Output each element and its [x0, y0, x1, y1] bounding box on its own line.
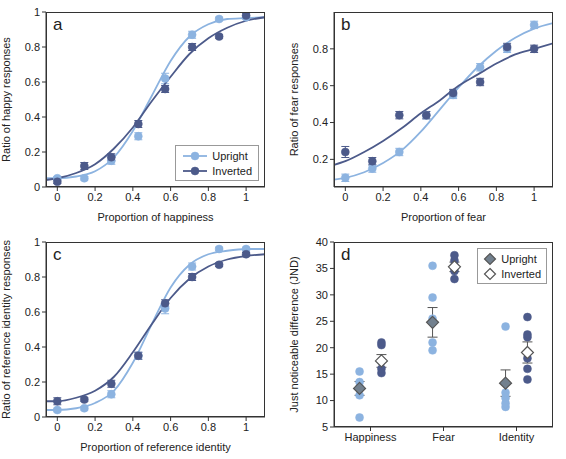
svg-text:1: 1: [531, 191, 537, 203]
svg-text:1: 1: [243, 191, 249, 203]
svg-text:0: 0: [34, 181, 40, 193]
svg-text:0: 0: [54, 191, 60, 203]
svg-text:10: 10: [316, 394, 328, 406]
svg-text:0.2: 0.2: [375, 191, 390, 203]
svg-text:1: 1: [243, 421, 249, 433]
svg-text:0.2: 0.2: [25, 376, 40, 388]
svg-text:0.4: 0.4: [25, 341, 40, 353]
svg-text:1: 1: [34, 236, 40, 248]
svg-text:0.8: 0.8: [25, 271, 40, 283]
html-text:d: d: [341, 245, 351, 264]
svg-text:0.4: 0.4: [125, 421, 140, 433]
html-text:Inverted: Inverted: [212, 164, 252, 177]
svg-text:Ratio of happy responses: Ratio of happy responses: [8, 37, 12, 162]
html-text:Upright: Upright: [501, 252, 537, 265]
svg-text:0.2: 0.2: [87, 421, 102, 433]
svg-text:35: 35: [316, 262, 328, 274]
svg-text:1: 1: [34, 6, 40, 18]
svg-text:20: 20: [316, 342, 328, 354]
svg-text:0.2: 0.2: [313, 153, 328, 165]
svg-text:25: 25: [316, 315, 328, 327]
svg-text:Just noticeable difference (JN: Just noticeable difference (JND): [288, 256, 300, 412]
svg-text:0: 0: [342, 191, 348, 203]
svg-text:0: 0: [34, 411, 40, 423]
svg-text:0.6: 0.6: [25, 76, 40, 88]
svg-text:40: 40: [316, 236, 328, 248]
svg-text:0.4: 0.4: [313, 116, 328, 128]
svg-text:0.6: 0.6: [25, 306, 40, 318]
svg-text:Ratio of fear responses: Ratio of fear responses: [288, 42, 300, 156]
svg-text:Proportion of fear: Proportion of fear: [401, 211, 486, 223]
svg-text:15: 15: [316, 368, 328, 380]
svg-text:0.4: 0.4: [25, 111, 40, 123]
svg-text:0.4: 0.4: [413, 191, 428, 203]
svg-text:0.6: 0.6: [163, 191, 178, 203]
svg-text:Fear: Fear: [432, 431, 455, 443]
svg-text:5: 5: [322, 421, 328, 433]
svg-text:0.8: 0.8: [25, 41, 40, 53]
svg-text:0.8: 0.8: [201, 191, 216, 203]
svg-text:Proportion of happiness: Proportion of happiness: [97, 211, 214, 223]
html-text:b: b: [341, 15, 351, 34]
svg-text:Identity: Identity: [499, 431, 535, 443]
html-text:a: a: [53, 15, 63, 34]
svg-text:0.8: 0.8: [313, 43, 328, 55]
svg-text:Ratio of reference identity re: Ratio of reference identity responses: [8, 239, 12, 419]
svg-text:0.8: 0.8: [201, 421, 216, 433]
svg-text:0.6: 0.6: [451, 191, 466, 203]
svg-text:0.2: 0.2: [87, 191, 102, 203]
html-text:Upright: Upright: [212, 149, 248, 162]
html-text:Inverted: Inverted: [501, 267, 541, 280]
html-text:c: c: [53, 245, 62, 264]
svg-text:0: 0: [54, 421, 60, 433]
svg-text:Proportion of reference identi: Proportion of reference identity: [80, 441, 231, 453]
svg-text:Happiness: Happiness: [345, 431, 397, 443]
svg-text:0.8: 0.8: [489, 191, 504, 203]
svg-text:0.6: 0.6: [163, 421, 178, 433]
svg-text:0.2: 0.2: [25, 146, 40, 158]
svg-text:30: 30: [316, 289, 328, 301]
svg-text:0.4: 0.4: [125, 191, 140, 203]
svg-text:0.6: 0.6: [313, 80, 328, 92]
